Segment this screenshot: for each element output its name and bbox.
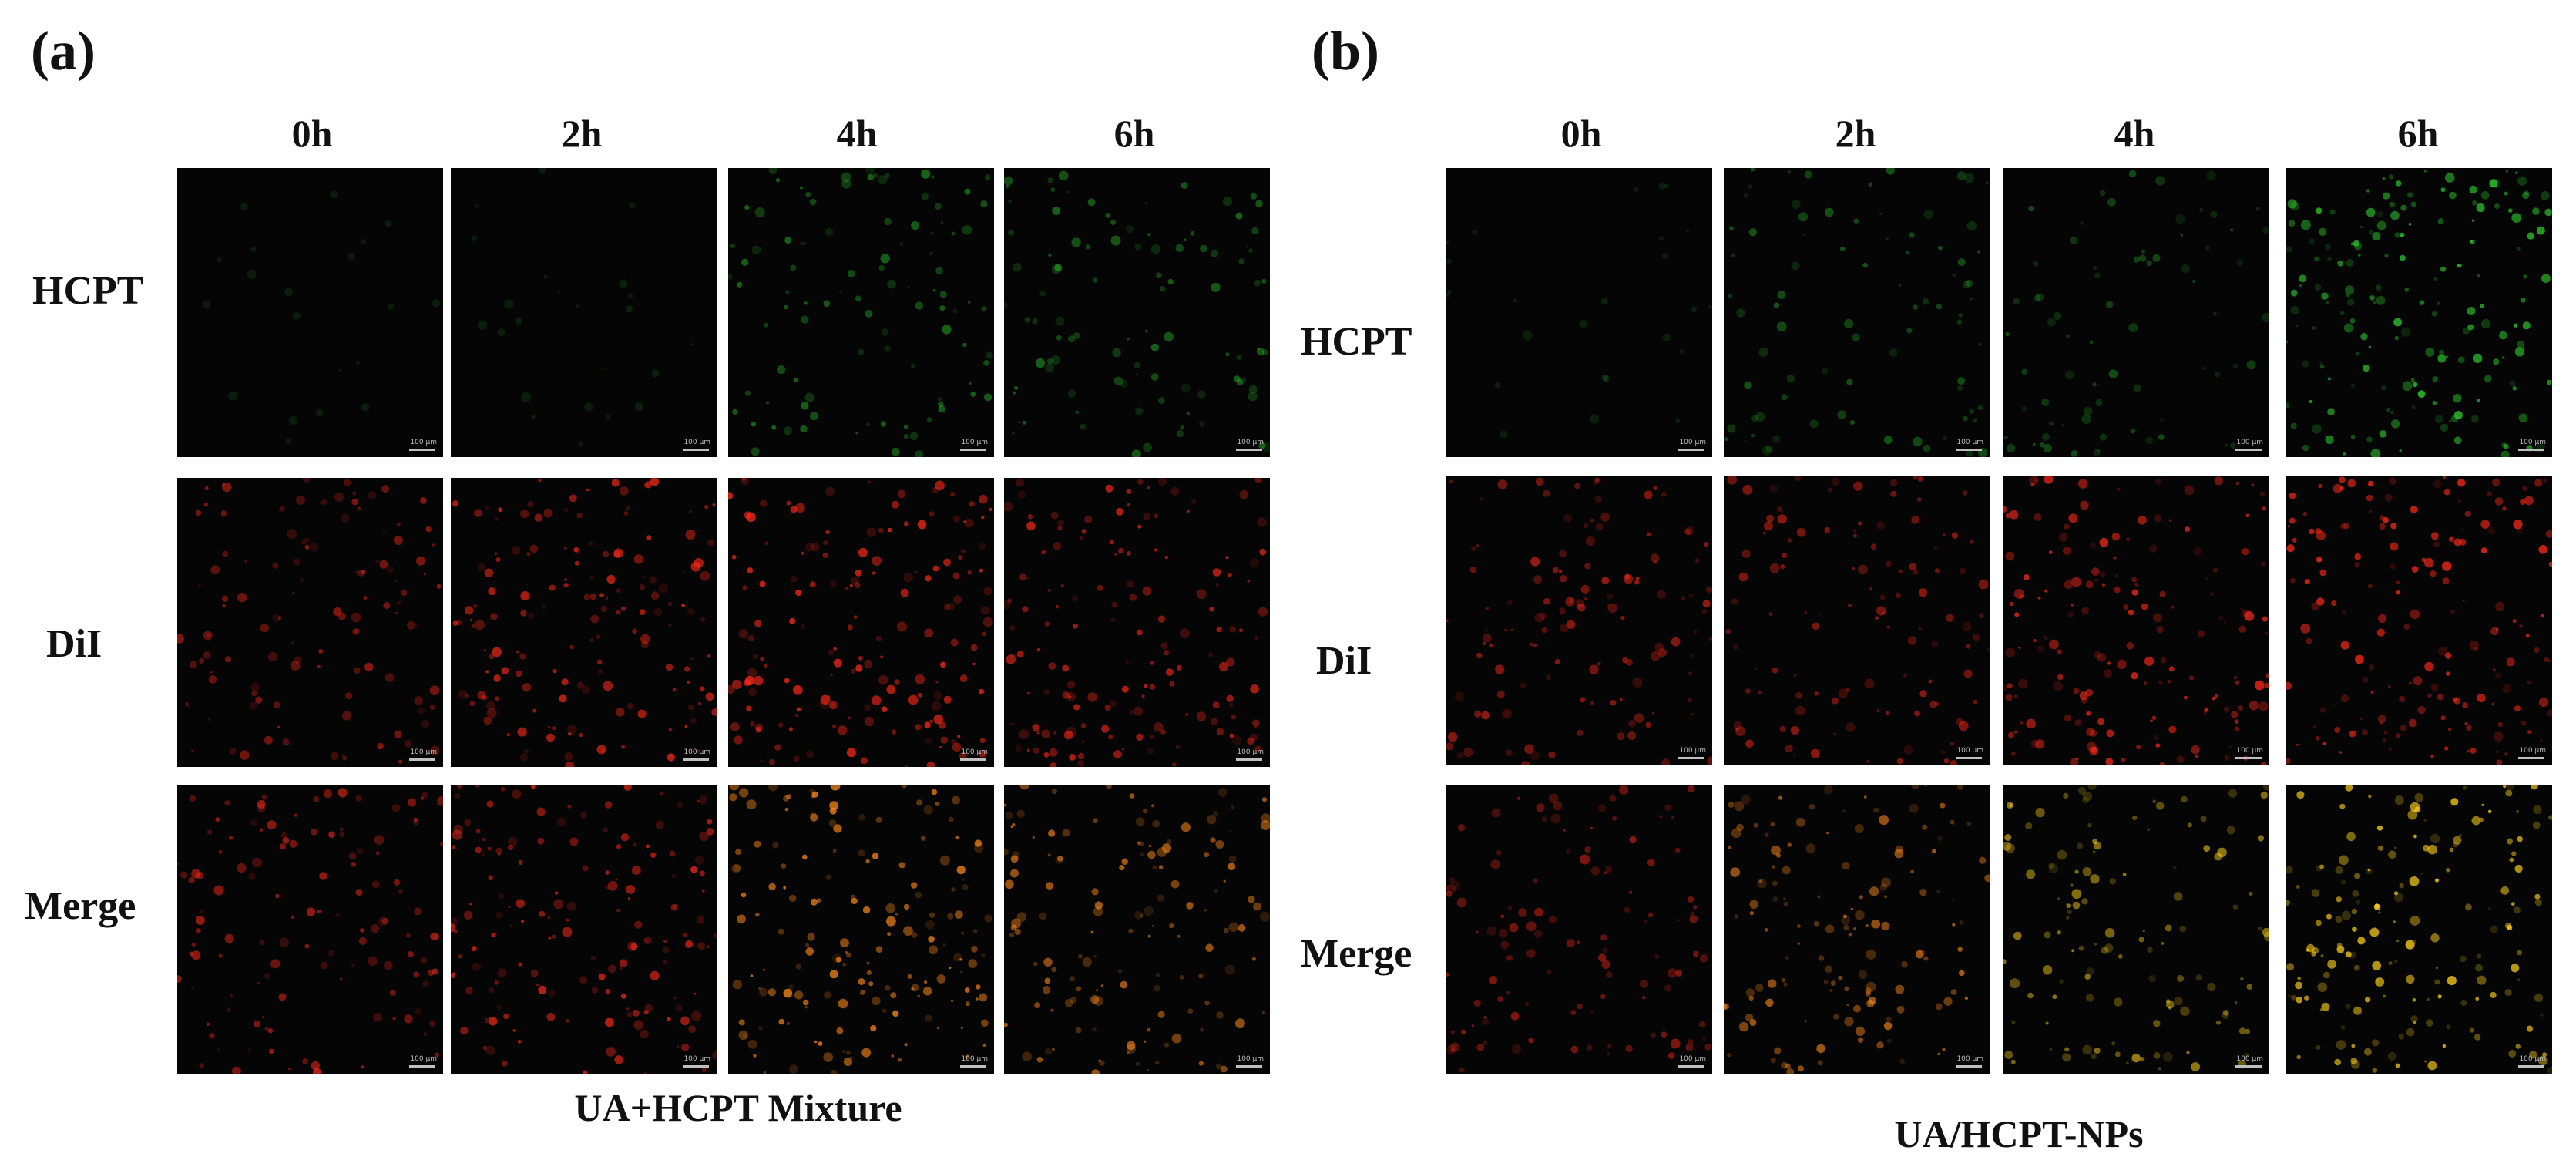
scale-bar-label: 100 µm <box>683 748 710 756</box>
scale-bar <box>1236 449 1262 451</box>
scale-bar-label: 100 µm <box>2519 747 2546 755</box>
micrograph-b-dii-2h: 100 µm <box>1724 476 1990 765</box>
micrograph-b-hcpt-4h: 100 µm <box>2003 168 2269 457</box>
panel-a-row-hcpt: HCPT <box>32 269 144 313</box>
panel-a-col-4h: 4h <box>836 112 878 155</box>
scale-bar <box>2518 1065 2544 1068</box>
panel-b-letter: (b) <box>1312 20 1379 82</box>
panel-a-col-2h: 2h <box>561 112 603 155</box>
scale-bar-label: 100 µm <box>961 748 988 756</box>
scale-bar-label: 100 µm <box>1237 439 1264 446</box>
scale-bar <box>409 449 435 451</box>
scale-bar-label: 100 µm <box>1679 747 1706 755</box>
scale-bar <box>409 1065 435 1068</box>
scale-bar <box>1236 758 1262 761</box>
panel-a-col-0h: 0h <box>291 112 333 155</box>
scale-bar <box>1956 1065 1982 1068</box>
panel-a-col-6h: 6h <box>1113 112 1155 155</box>
scale-bar-label: 100 µm <box>1679 439 1706 446</box>
scale-bar-label: 100 µm <box>1237 1055 1264 1063</box>
scale-bar <box>1678 1065 1704 1068</box>
micrograph-a-merge-0h: 100 µm <box>177 785 443 1074</box>
micrograph-b-merge-6h: 100 µm <box>2286 785 2552 1074</box>
scale-bar <box>683 758 709 761</box>
panel-b-caption: UA/HCPT-NPs <box>1894 1112 2144 1155</box>
panel-b-row-merge: Merge <box>1301 932 1412 976</box>
micrograph-a-hcpt-0h: 100 µm <box>177 168 443 457</box>
scale-bar-label: 100 µm <box>1237 748 1264 756</box>
scale-bar <box>1236 1065 1262 1068</box>
scale-bar <box>1956 449 1982 451</box>
scale-bar-label: 100 µm <box>410 748 437 756</box>
scale-bar-label: 100 µm <box>2236 747 2263 755</box>
panel-a-row-merge: Merge <box>25 884 136 928</box>
micrograph-b-dii-4h: 100 µm <box>2003 476 2269 765</box>
micrograph-a-dii-4h: 100 µm <box>728 478 994 767</box>
panel-b-col-2h: 2h <box>1835 112 1876 155</box>
micrograph-b-merge-2h: 100 µm <box>1724 785 1990 1074</box>
micrograph-b-dii-6h: 100 µm <box>2286 476 2552 765</box>
micrograph-b-dii-0h: 100 µm <box>1446 476 1712 765</box>
scale-bar-label: 100 µm <box>961 1055 988 1063</box>
scale-bar <box>2518 757 2544 759</box>
scale-bar <box>2235 1065 2262 1068</box>
panel-a-caption: UA+HCPT Mixture <box>574 1086 902 1129</box>
scale-bar-label: 100 µm <box>2519 439 2546 446</box>
scale-bar-label: 100 µm <box>2236 439 2263 446</box>
scale-bar-label: 100 µm <box>1956 747 1983 755</box>
scale-bar-label: 100 µm <box>1956 1055 1983 1063</box>
micrograph-a-merge-2h: 100 µm <box>451 785 717 1074</box>
micrograph-a-dii-0h: 100 µm <box>177 478 443 767</box>
scale-bar-label: 100 µm <box>961 439 988 446</box>
scale-bar-label: 100 µm <box>2236 1055 2263 1063</box>
scale-bar-label: 100 µm <box>683 1055 710 1063</box>
scale-bar <box>960 449 986 451</box>
micrograph-b-hcpt-6h: 100 µm <box>2286 168 2552 457</box>
scale-bar <box>1678 449 1704 451</box>
micrograph-b-hcpt-0h: 100 µm <box>1446 168 1712 457</box>
scale-bar <box>1678 757 1704 759</box>
scale-bar <box>2235 757 2262 759</box>
scale-bar-label: 100 µm <box>683 439 710 446</box>
scale-bar <box>2235 449 2262 451</box>
micrograph-b-hcpt-2h: 100 µm <box>1724 168 1990 457</box>
scale-bar-label: 100 µm <box>1956 439 1983 446</box>
micrograph-a-hcpt-4h: 100 µm <box>728 168 994 457</box>
panel-a-row-dii: DiI <box>46 622 102 666</box>
scale-bar-label: 100 µm <box>410 1055 437 1063</box>
scale-bar <box>683 1065 709 1068</box>
micrograph-a-dii-6h: 100 µm <box>1004 478 1270 767</box>
panel-b-row-dii: DiI <box>1316 639 1372 683</box>
scale-bar <box>2518 449 2544 451</box>
scale-bar-label: 100 µm <box>2519 1055 2546 1063</box>
panel-b-col-4h: 4h <box>2114 112 2155 155</box>
panel-b-row-hcpt: HCPT <box>1301 320 1412 364</box>
scale-bar <box>960 758 986 761</box>
panel-a-letter: (a) <box>31 20 96 82</box>
micrograph-a-merge-4h: 100 µm <box>728 785 994 1074</box>
micrograph-b-merge-4h: 100 µm <box>2003 785 2269 1074</box>
scale-bar-label: 100 µm <box>1679 1055 1706 1063</box>
micrograph-a-merge-6h: 100 µm <box>1004 785 1270 1074</box>
micrograph-a-hcpt-6h: 100 µm <box>1004 168 1270 457</box>
scale-bar <box>683 449 709 451</box>
panel-b-col-0h: 0h <box>1560 112 1602 155</box>
scale-bar-label: 100 µm <box>410 439 437 446</box>
scale-bar <box>409 758 435 761</box>
micrograph-a-dii-2h: 100 µm <box>451 478 717 767</box>
scale-bar <box>1956 757 1982 759</box>
panel-b-col-6h: 6h <box>2397 112 2439 155</box>
scale-bar <box>960 1065 986 1068</box>
micrograph-b-merge-0h: 100 µm <box>1446 785 1712 1074</box>
micrograph-a-hcpt-2h: 100 µm <box>451 168 717 457</box>
